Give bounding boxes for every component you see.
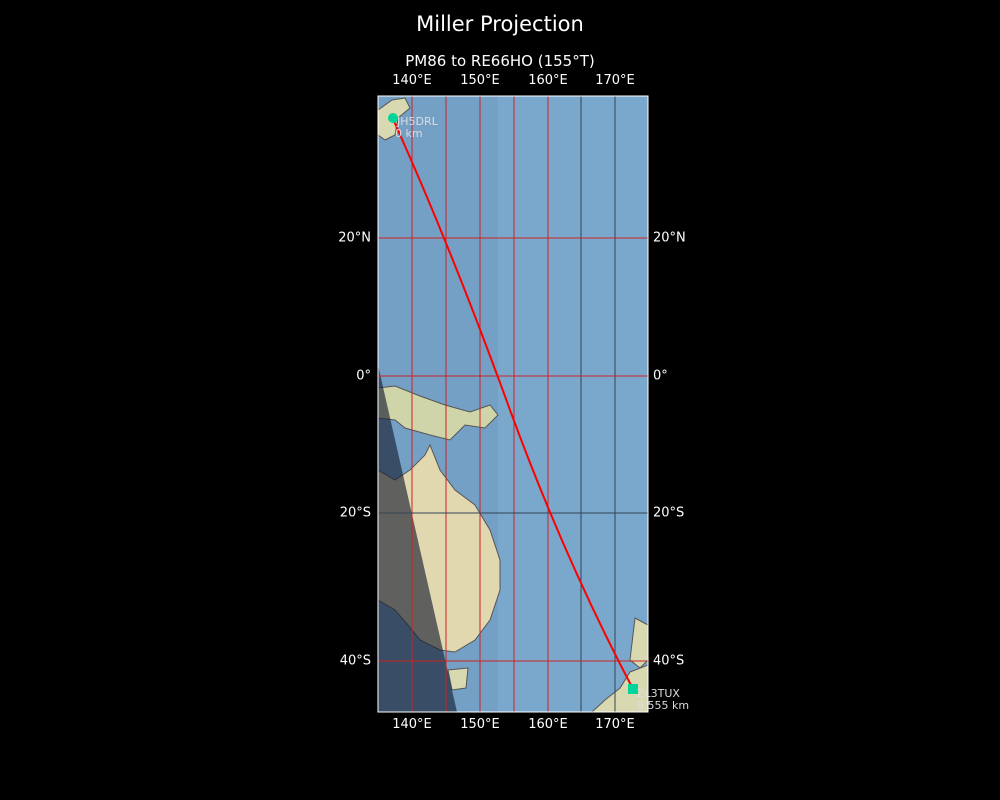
lat-tick-right: 20°S [653,505,685,521]
lon-tick-top: 170°E [595,73,635,88]
lon-tick-top: 160°E [528,73,568,88]
lat-tick-left: 20°S [339,505,371,521]
land-nz-north [629,617,648,669]
start-callsign: JH5DRL [396,115,439,128]
land-nz-south [591,664,648,712]
lon-tick-bottom: 140°E [392,717,432,732]
end-marker[interactable] [628,684,638,694]
land-new-guinea [378,385,499,441]
lon-tick-top: 150°E [460,73,500,88]
lat-tick-left: 40°S [339,653,371,669]
lat-tick-right: 20°N [653,230,686,246]
lat-tick-right: 0° [653,368,668,384]
great-circle-path [392,118,634,690]
lon-tick-bottom: 170°E [595,717,635,732]
gridlines [378,96,648,712]
lat-tick-right: 40°S [653,653,685,669]
map-frame [377,95,649,713]
lat-tick-left: 20°N [338,230,371,246]
figure-subtitle: PM86 to RE66HO (155°T) [405,52,595,70]
lon-tick-bottom: 150°E [460,717,500,732]
land-tasmania [447,667,469,691]
night-shading [378,365,457,712]
figure-title: Miller Projection [416,12,584,36]
lat-tick-left: 0° [356,368,371,384]
end-distance: 9,555 km [637,699,689,712]
lon-tick-bottom: 160°E [528,717,568,732]
lon-tick-top: 140°E [392,73,432,88]
start-distance: 0 km [395,127,423,140]
start-marker[interactable] [388,113,398,123]
